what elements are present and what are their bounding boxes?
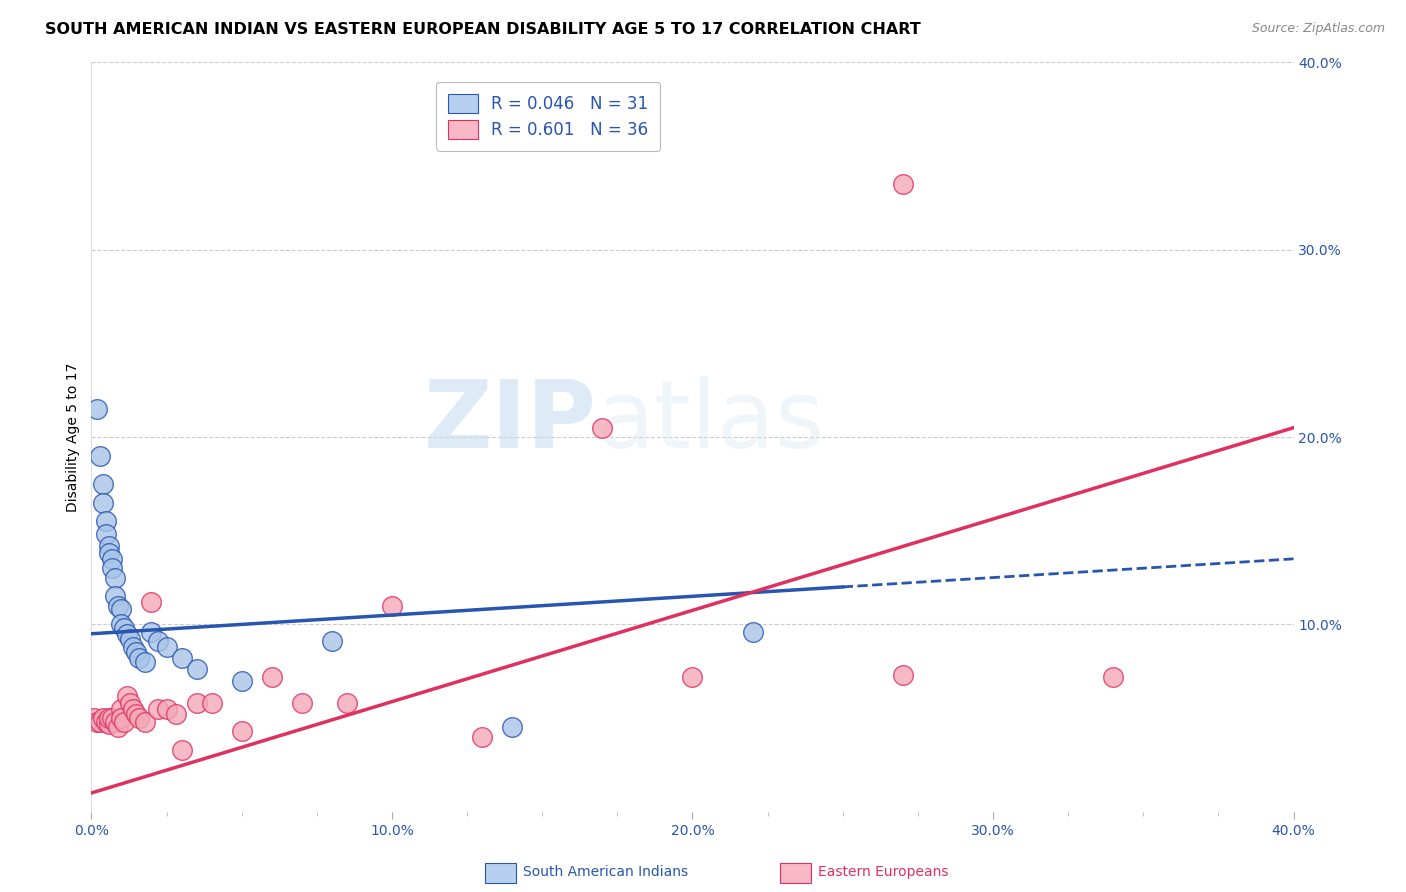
Point	[96, 527, 118, 541]
Point	[231, 724, 253, 739]
Point	[107, 721, 129, 735]
Point	[110, 711, 132, 725]
Point	[741, 624, 763, 639]
Point	[110, 701, 132, 715]
Point	[501, 721, 523, 735]
Point	[122, 640, 145, 654]
Point	[186, 662, 208, 676]
Point	[591, 421, 613, 435]
Point	[170, 651, 193, 665]
Point	[260, 670, 283, 684]
Point	[122, 701, 145, 715]
Point	[98, 546, 121, 560]
Text: ZIP: ZIP	[423, 376, 596, 468]
Point	[104, 571, 127, 585]
Point	[101, 551, 124, 566]
Point	[381, 599, 404, 613]
Point	[104, 590, 127, 604]
Point	[155, 640, 177, 654]
Point	[336, 696, 359, 710]
Point	[141, 624, 163, 639]
Text: SOUTH AMERICAN INDIAN VS EASTERN EUROPEAN DISABILITY AGE 5 TO 17 CORRELATION CHA: SOUTH AMERICAN INDIAN VS EASTERN EUROPEA…	[45, 22, 921, 37]
Point	[93, 496, 115, 510]
Point	[125, 646, 148, 660]
Point	[291, 696, 314, 710]
Point	[98, 711, 121, 725]
Point	[141, 595, 163, 609]
Point	[110, 617, 132, 632]
Text: Eastern Europeans: Eastern Europeans	[818, 865, 949, 880]
Point	[101, 711, 124, 725]
Y-axis label: Disability Age 5 to 17: Disability Age 5 to 17	[66, 362, 80, 512]
Point	[170, 743, 193, 757]
Point	[120, 696, 142, 710]
Point	[120, 632, 142, 647]
Point	[891, 668, 914, 682]
Point	[891, 178, 914, 192]
Point	[471, 730, 494, 744]
Point	[98, 716, 121, 731]
Point	[117, 689, 139, 703]
Point	[89, 449, 111, 463]
Point	[146, 634, 169, 648]
Point	[114, 621, 136, 635]
Point	[125, 707, 148, 722]
Point	[96, 714, 118, 729]
Point	[98, 539, 121, 553]
Point	[186, 696, 208, 710]
Point	[201, 696, 224, 710]
Point	[104, 714, 127, 729]
Point	[128, 651, 150, 665]
Text: South American Indians: South American Indians	[523, 865, 688, 880]
Text: Source: ZipAtlas.com: Source: ZipAtlas.com	[1251, 22, 1385, 36]
Point	[96, 514, 118, 528]
Point	[231, 673, 253, 688]
Point	[146, 701, 169, 715]
Point	[110, 602, 132, 616]
Point	[83, 711, 105, 725]
Point	[114, 714, 136, 729]
Point	[1102, 670, 1125, 684]
Point	[321, 634, 343, 648]
Point	[93, 477, 115, 491]
Point	[117, 626, 139, 640]
Text: atlas: atlas	[596, 376, 824, 468]
Point	[93, 711, 115, 725]
Point	[101, 561, 124, 575]
Point	[128, 711, 150, 725]
Legend: R = 0.046   N = 31, R = 0.601   N = 36: R = 0.046 N = 31, R = 0.601 N = 36	[436, 82, 659, 151]
Point	[134, 655, 156, 669]
Point	[155, 701, 177, 715]
Point	[86, 714, 108, 729]
Point	[107, 599, 129, 613]
Point	[165, 707, 187, 722]
Point	[134, 714, 156, 729]
Point	[681, 670, 703, 684]
Point	[86, 402, 108, 417]
Point	[89, 714, 111, 729]
